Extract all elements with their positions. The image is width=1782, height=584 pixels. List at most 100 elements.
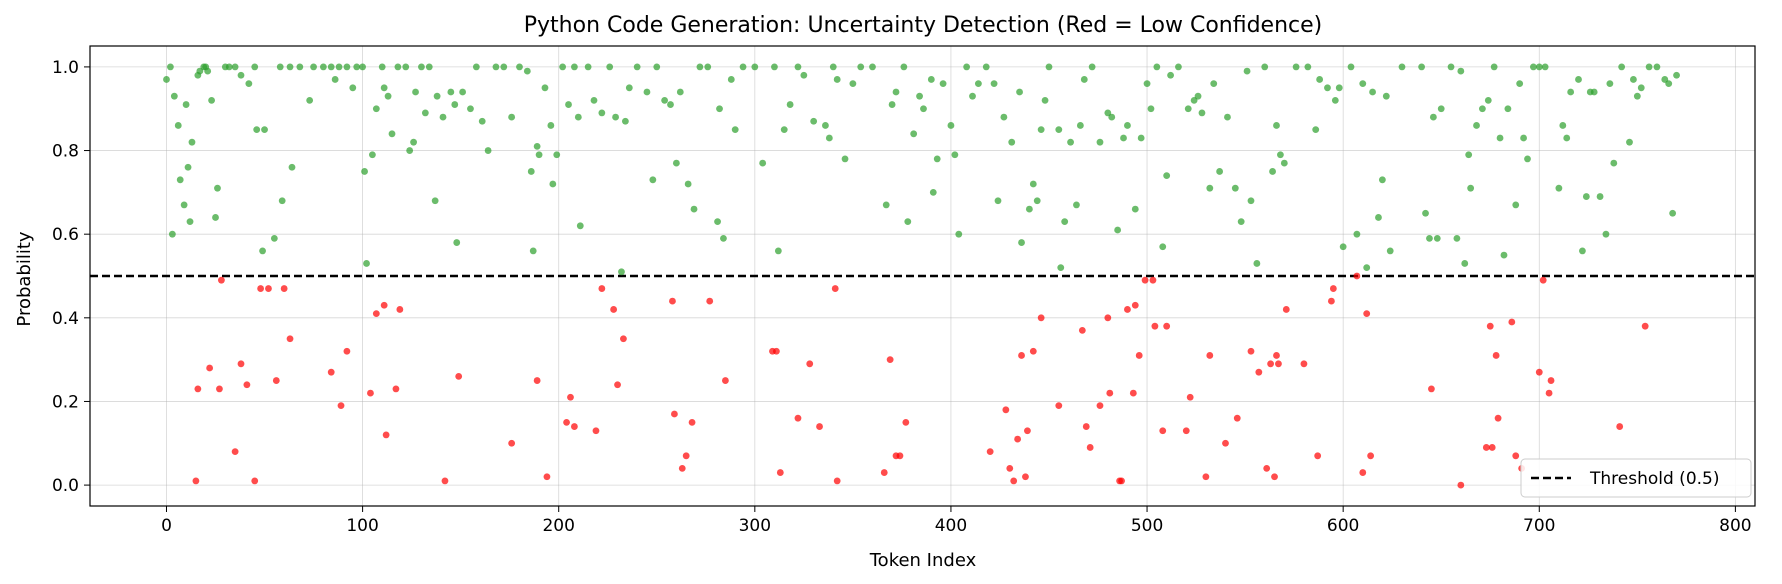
data-point <box>1096 402 1104 410</box>
data-point <box>186 218 194 226</box>
data-point <box>167 63 174 71</box>
data-point <box>1429 113 1437 121</box>
data-point <box>625 84 633 92</box>
data-point <box>1147 105 1155 113</box>
data-point <box>955 230 963 238</box>
data-point <box>1524 155 1531 163</box>
data-point <box>1175 63 1182 71</box>
data-point <box>453 239 461 246</box>
data-point <box>1539 276 1547 284</box>
data-point <box>431 197 439 205</box>
data-point <box>1339 243 1347 251</box>
data-point <box>1378 176 1386 184</box>
data-point <box>1253 260 1261 267</box>
x-tick-label: 800 <box>1719 516 1751 536</box>
data-point <box>396 306 404 313</box>
data-point <box>1124 306 1131 313</box>
data-point <box>1104 314 1112 322</box>
data-point <box>208 96 215 104</box>
data-point <box>1143 80 1151 88</box>
data-point <box>963 63 971 71</box>
data-point <box>425 63 433 71</box>
data-point <box>1428 385 1435 393</box>
data-point <box>212 214 219 221</box>
data-point <box>1555 184 1563 192</box>
data-point <box>565 101 572 108</box>
y-tick-label: 0.8 <box>52 142 79 162</box>
data-point <box>410 138 417 146</box>
data-point <box>1359 469 1367 476</box>
data-point <box>535 151 543 159</box>
data-point <box>1567 88 1575 96</box>
data-point <box>1141 276 1149 284</box>
data-point <box>1096 138 1104 146</box>
data-point <box>1575 76 1582 83</box>
data-point <box>1347 63 1355 71</box>
data-point <box>559 63 567 71</box>
data-point <box>1335 84 1343 92</box>
data-point <box>1473 122 1480 129</box>
data-point <box>816 423 823 430</box>
data-point <box>1300 360 1308 368</box>
data-point <box>353 63 361 71</box>
data-point <box>310 63 317 71</box>
data-point <box>1457 481 1465 489</box>
data-point <box>661 96 669 104</box>
data-point <box>720 234 727 242</box>
data-point <box>1247 347 1255 355</box>
data-point <box>933 155 941 163</box>
data-point <box>598 285 606 292</box>
data-point <box>402 63 410 71</box>
data-point <box>947 122 955 129</box>
data-point <box>1273 122 1280 129</box>
data-point <box>1076 122 1084 129</box>
data-point <box>216 385 223 393</box>
data-point <box>786 101 794 108</box>
data-point <box>1545 389 1553 397</box>
data-point <box>1002 406 1010 414</box>
data-point <box>690 205 698 213</box>
data-point <box>902 418 910 426</box>
data-point <box>543 473 551 481</box>
data-point <box>508 439 516 447</box>
data-point <box>549 180 557 188</box>
data-point <box>1216 168 1224 175</box>
data-point <box>361 168 368 175</box>
data-point <box>886 356 894 364</box>
data-point <box>1184 105 1192 113</box>
data-point <box>1018 239 1025 246</box>
data-point <box>888 101 896 108</box>
data-point <box>1024 427 1031 435</box>
data-point <box>372 105 380 113</box>
data-point <box>896 452 904 460</box>
data-point <box>1418 63 1426 71</box>
data-point <box>1637 84 1645 92</box>
data-point <box>553 151 561 159</box>
data-point <box>1479 105 1486 113</box>
data-point <box>1263 464 1271 472</box>
data-point <box>1231 184 1239 192</box>
data-point <box>649 176 657 184</box>
data-point <box>484 147 492 154</box>
data-point <box>251 477 259 485</box>
data-point <box>1653 63 1661 71</box>
data-point <box>1547 377 1555 384</box>
data-point <box>570 423 578 430</box>
data-point <box>614 381 621 389</box>
data-point <box>1269 168 1276 175</box>
data-point <box>327 368 335 376</box>
data-point <box>671 410 678 418</box>
data-point <box>1327 297 1335 305</box>
data-point <box>253 126 261 134</box>
x-axis-ticks: 0 100 200 300 400 500 600 700 800 <box>161 506 1752 536</box>
data-point <box>982 63 990 71</box>
data-point <box>451 101 459 108</box>
data-point <box>1331 96 1339 104</box>
data-point <box>1135 352 1143 359</box>
data-point <box>492 63 500 71</box>
data-point <box>1163 172 1171 180</box>
data-point <box>672 159 680 167</box>
data-point <box>800 71 808 79</box>
data-point <box>667 101 674 108</box>
data-point <box>1386 247 1394 255</box>
